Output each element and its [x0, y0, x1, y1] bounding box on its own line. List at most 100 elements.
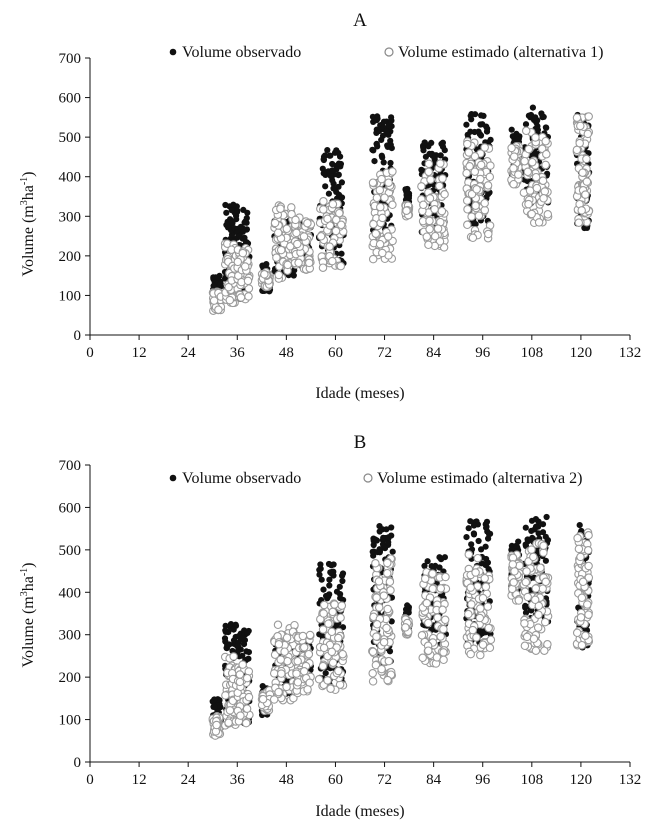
- observed-point: [320, 170, 327, 177]
- estimated-point: [325, 242, 334, 251]
- observed-point: [374, 549, 381, 556]
- observed-point: [379, 537, 386, 544]
- estimated-point: [236, 293, 246, 302]
- observed-point: [470, 522, 478, 529]
- estimated-point: [466, 649, 475, 659]
- estimated-point: [314, 675, 324, 684]
- estimated-point: [368, 647, 378, 657]
- observed-point: [532, 516, 540, 523]
- estimated-point: [384, 656, 394, 666]
- estimated-point: [534, 601, 544, 611]
- estimated-point: [229, 652, 238, 661]
- x-tick-label: 84: [426, 345, 442, 361]
- observed-point: [217, 280, 224, 287]
- y-axis-title-sup: 3: [19, 200, 30, 205]
- y-tick-label: 700: [59, 51, 82, 67]
- observed-point: [467, 128, 474, 135]
- legend-observed-label: Volume observado: [182, 44, 301, 61]
- observed-point: [239, 635, 246, 642]
- observed-point: [327, 173, 334, 180]
- estimated-point: [376, 202, 385, 212]
- estimated-point: [424, 646, 433, 655]
- observed-point: [436, 564, 443, 571]
- estimated-point: [372, 593, 381, 602]
- observed-point: [211, 696, 218, 703]
- estimated-point: [293, 678, 303, 687]
- estimated-point: [326, 684, 335, 693]
- estimated-point: [486, 635, 496, 645]
- x-tick-label: 120: [570, 345, 593, 361]
- observed-point: [532, 114, 539, 121]
- estimated-point: [380, 193, 389, 202]
- y-axis-title-unit: ha: [20, 576, 37, 591]
- observed-point: [386, 648, 394, 655]
- estimated-point: [316, 232, 326, 241]
- observed-point: [326, 576, 333, 583]
- legend-estimated-label: Volume estimado (alternativa 1): [398, 44, 603, 61]
- y-tick-label: 100: [59, 713, 82, 729]
- estimated-point: [435, 237, 445, 246]
- estimated-point: [388, 200, 397, 210]
- estimated-point: [527, 209, 536, 219]
- observed-point: [373, 117, 380, 124]
- estimated-point: [538, 176, 548, 185]
- estimated-point: [418, 653, 427, 663]
- estimated-point: [471, 201, 480, 210]
- estimated-point: [507, 143, 516, 153]
- y-axis-title-sup: 3: [19, 591, 30, 596]
- observed-point: [214, 274, 222, 281]
- estimated-point: [368, 669, 377, 678]
- estimated-point: [388, 167, 397, 176]
- observed-point: [522, 609, 530, 616]
- estimated-point: [476, 650, 485, 660]
- estimated-point: [328, 199, 338, 209]
- estimated-point: [299, 667, 309, 676]
- observed-point: [234, 648, 241, 655]
- estimated-point: [371, 559, 380, 568]
- observed-point: [380, 118, 388, 125]
- estimated-point: [244, 292, 253, 301]
- observed-point: [244, 630, 251, 637]
- panel-b-y-axis-title: Volume (m3ha-1): [19, 562, 37, 667]
- estimated-point: [298, 631, 308, 641]
- observed-point: [374, 143, 381, 150]
- observed-point: [576, 522, 583, 529]
- observed-point: [475, 128, 482, 135]
- estimated-point: [214, 305, 223, 314]
- observed-point: [369, 548, 376, 555]
- estimated-point: [327, 627, 337, 637]
- estimated-point: [438, 174, 447, 183]
- estimated-point: [510, 567, 519, 576]
- observed-point: [330, 185, 337, 192]
- observed-point: [385, 539, 392, 546]
- observed-point: [338, 250, 345, 257]
- x-tick-label: 108: [521, 772, 544, 788]
- estimated-point: [424, 240, 433, 250]
- estimated-point: [436, 584, 446, 593]
- estimated-point: [428, 584, 438, 594]
- estimated-point: [292, 228, 301, 238]
- observed-point: [328, 562, 335, 569]
- estimated-point: [303, 685, 312, 694]
- estimated-point: [372, 620, 382, 629]
- panel-b-label: B: [354, 432, 367, 453]
- estimated-point: [385, 577, 395, 587]
- estimated-point: [283, 656, 292, 666]
- estimated-point: [369, 219, 378, 229]
- observed-point: [222, 275, 229, 282]
- estimated-point: [539, 541, 548, 550]
- observed-point: [483, 560, 490, 567]
- estimated-points: [208, 112, 594, 315]
- estimated-point: [319, 609, 328, 618]
- estimated-point: [583, 129, 593, 139]
- estimated-point: [224, 718, 233, 727]
- x-tick-label: 12: [132, 345, 147, 361]
- observed-point: [539, 521, 547, 528]
- estimated-point: [584, 112, 593, 121]
- estimated-point: [334, 666, 343, 676]
- estimated-point: [331, 215, 341, 225]
- estimated-point: [328, 607, 337, 617]
- observed-point: [236, 232, 243, 240]
- estimated-point: [463, 205, 472, 214]
